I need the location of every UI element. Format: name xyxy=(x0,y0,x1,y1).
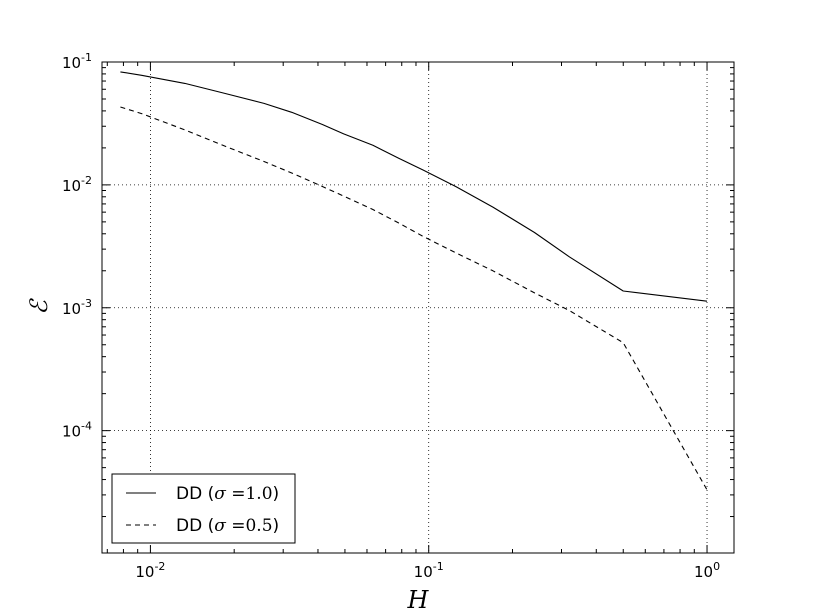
x-axis-title: H xyxy=(407,586,430,614)
series-line-2 xyxy=(120,106,708,491)
legend: DD (σ =1.0) DD (σ =0.5) xyxy=(111,473,296,544)
legend-label-1: DD (σ =1.0) xyxy=(176,484,279,504)
legend-label-2: DD (σ =0.5) xyxy=(176,516,279,536)
x-tick-label: 100 xyxy=(694,560,720,581)
y-tick-label: 10-1 xyxy=(62,51,92,72)
series-line-1 xyxy=(120,71,708,302)
y-axis-title: ℰ xyxy=(25,298,53,315)
tick-labels: 10-2 10-1 100 10-1 10-2 10-3 10-4 xyxy=(62,51,720,581)
legend-box xyxy=(111,473,296,544)
x-tick-label: 10-1 xyxy=(414,560,444,581)
y-tick-label: 10-4 xyxy=(62,420,92,441)
x-tick-label: 10-2 xyxy=(135,560,165,581)
ticks xyxy=(102,61,734,553)
y-tick-label: 10-2 xyxy=(62,174,92,195)
y-tick-label: 10-3 xyxy=(62,297,92,318)
series-layer xyxy=(120,71,708,491)
